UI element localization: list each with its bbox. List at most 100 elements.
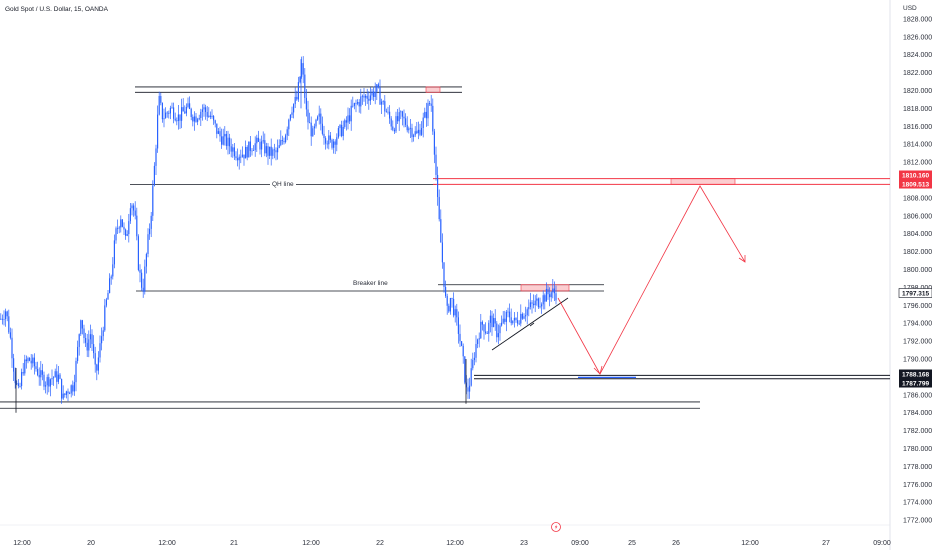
candle-body [293, 104, 295, 113]
candle-body [0, 318, 2, 320]
candle-body [301, 63, 303, 77]
candle-body [382, 101, 384, 102]
candle-body [65, 391, 67, 395]
candle-body [101, 336, 103, 344]
candle-body [81, 320, 83, 329]
price-axis[interactable]: USD 1772.000 1774.000 1776.000 1778.000 1780… [889, 0, 932, 550]
candle-body [270, 146, 272, 156]
currency-label: USD [903, 5, 917, 12]
candle-body [438, 197, 440, 220]
candle-body [16, 383, 18, 384]
candle-body [93, 344, 95, 354]
x-tick-label: 09:00 [873, 540, 891, 547]
candle-body [549, 294, 551, 298]
y-tick-label: 1814.000 [903, 142, 932, 149]
candle-body [6, 311, 8, 317]
candle-body [245, 146, 247, 159]
candle-body [453, 298, 455, 316]
y-tick-label: 1822.000 [903, 70, 932, 77]
candle-body [37, 369, 39, 375]
candle-body [232, 147, 234, 152]
y-tick-label: 1816.000 [903, 124, 932, 131]
candles-layer [0, 56, 557, 413]
candle-body [222, 136, 224, 145]
candle-body [440, 219, 442, 243]
candle-body [547, 288, 549, 295]
candle-body [529, 302, 531, 308]
candle-body [123, 226, 125, 230]
x-tick-label: 12:00 [741, 540, 759, 547]
time-axis[interactable]: 12:00 20 12:00 21 12:00 22 12:00 23 09:00 25 26 12:… [0, 524, 891, 547]
price-label-bg [898, 288, 932, 298]
candle-body [510, 317, 512, 324]
candle-body [163, 118, 165, 120]
candle-body [361, 95, 363, 97]
candle-body [200, 111, 202, 118]
candle-body [97, 357, 99, 371]
lightning-icon[interactable] [551, 522, 561, 532]
candle-body [152, 185, 154, 216]
candle-body [467, 387, 469, 392]
x-tick-label: 26 [672, 540, 680, 547]
candle-body [49, 379, 51, 387]
candle-body [368, 98, 370, 101]
candle-body [166, 112, 168, 114]
candle-body [113, 240, 115, 265]
candle-body [534, 300, 536, 306]
candle-body [483, 324, 485, 332]
candle-body [385, 111, 387, 113]
drawings-layer[interactable] [0, 86, 890, 409]
candle-body [470, 368, 472, 386]
candle-body [80, 320, 82, 335]
candle-body [312, 128, 314, 137]
y-tick-label: 1794.000 [903, 321, 932, 328]
y-tick-label: 1828.000 [903, 16, 932, 23]
candle-body [107, 293, 109, 300]
top-supply-zone[interactable] [425, 86, 441, 93]
candle-body [257, 137, 259, 142]
candle-body [480, 321, 482, 339]
candle-body [219, 131, 221, 137]
plot-area[interactable] [0, 0, 890, 550]
candle-body [291, 112, 293, 115]
candle-body [256, 137, 258, 144]
trendline-tick[interactable] [529, 322, 535, 327]
candle-body [473, 357, 475, 361]
projection-path[interactable] [557, 185, 746, 375]
candle-body [432, 105, 434, 132]
candle-body [515, 317, 517, 321]
candle-body [315, 119, 317, 127]
candle-body [168, 112, 170, 114]
candle-body [241, 154, 243, 157]
candle-body [366, 95, 368, 99]
y-tick-label: 1800.000 [903, 267, 932, 274]
target-supply-zone[interactable] [670, 178, 736, 185]
candle-body [481, 321, 483, 325]
y-tick-label: 1826.000 [903, 34, 932, 41]
candle-body [477, 339, 479, 344]
trendline[interactable] [491, 297, 569, 351]
candle-body [390, 118, 392, 127]
y-tick-label: 1792.000 [903, 339, 932, 346]
candle-body [128, 221, 130, 235]
y-tick-label: 1772.000 [903, 518, 932, 525]
candle-body [217, 131, 219, 134]
candle-body [486, 333, 488, 334]
candle-body [307, 109, 309, 123]
candle-body [8, 316, 10, 333]
candle-body [139, 270, 141, 273]
candle-body [493, 318, 495, 328]
candle-body [51, 378, 53, 380]
candle-body [169, 107, 171, 114]
candle-body [246, 146, 248, 158]
candle-body [445, 286, 447, 297]
candle-body [32, 357, 34, 364]
candle-body [462, 345, 464, 357]
candle-body [326, 143, 328, 145]
candle-body [363, 95, 365, 98]
price-label-bg [899, 170, 932, 180]
candle-body [160, 96, 162, 103]
breaker-supply-zone[interactable] [520, 284, 570, 292]
candle-body [334, 141, 336, 145]
